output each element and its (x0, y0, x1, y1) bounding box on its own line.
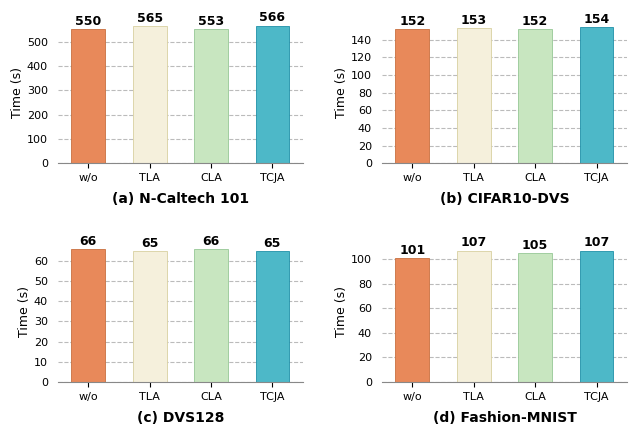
Text: (a) N-Caltech 101: (a) N-Caltech 101 (112, 192, 249, 206)
Bar (72, 29, 105, 163)
Text: (b) CIFAR10-DVS: (b) CIFAR10-DVS (440, 192, 569, 206)
Text: 565: 565 (136, 12, 163, 25)
Text: 105: 105 (522, 239, 548, 252)
Bar (255, 26, 289, 163)
Bar (132, 251, 166, 382)
Text: (d) Fashion-MNIST: (d) Fashion-MNIST (433, 411, 577, 425)
Bar (255, 251, 289, 382)
Text: 152: 152 (522, 15, 548, 28)
Bar (194, 29, 228, 163)
Text: 65: 65 (264, 237, 281, 250)
Bar (396, 29, 429, 163)
Bar (580, 28, 613, 163)
Text: 107: 107 (461, 237, 487, 250)
Text: (c) DVS128: (c) DVS128 (137, 411, 224, 425)
Text: 553: 553 (198, 15, 224, 28)
Bar (194, 249, 228, 382)
Bar (132, 26, 166, 163)
Text: 101: 101 (399, 244, 426, 257)
Y-axis label: Time (s): Time (s) (335, 67, 348, 118)
Text: 153: 153 (461, 14, 487, 27)
Y-axis label: Time (s): Time (s) (335, 286, 348, 337)
Bar (518, 29, 552, 163)
Bar (580, 250, 613, 382)
Text: 66: 66 (202, 235, 220, 248)
Text: 154: 154 (584, 13, 610, 26)
Bar (457, 28, 491, 163)
Text: 566: 566 (259, 12, 285, 24)
Text: 65: 65 (141, 237, 158, 250)
Text: 66: 66 (79, 235, 97, 248)
Bar (457, 250, 491, 382)
Y-axis label: Time (s): Time (s) (11, 67, 24, 118)
Bar (72, 249, 105, 382)
Text: 107: 107 (584, 237, 610, 250)
Bar (518, 253, 552, 382)
Text: 152: 152 (399, 15, 426, 28)
Bar (396, 258, 429, 382)
Text: 550: 550 (75, 16, 101, 28)
Y-axis label: Time (s): Time (s) (18, 286, 31, 337)
